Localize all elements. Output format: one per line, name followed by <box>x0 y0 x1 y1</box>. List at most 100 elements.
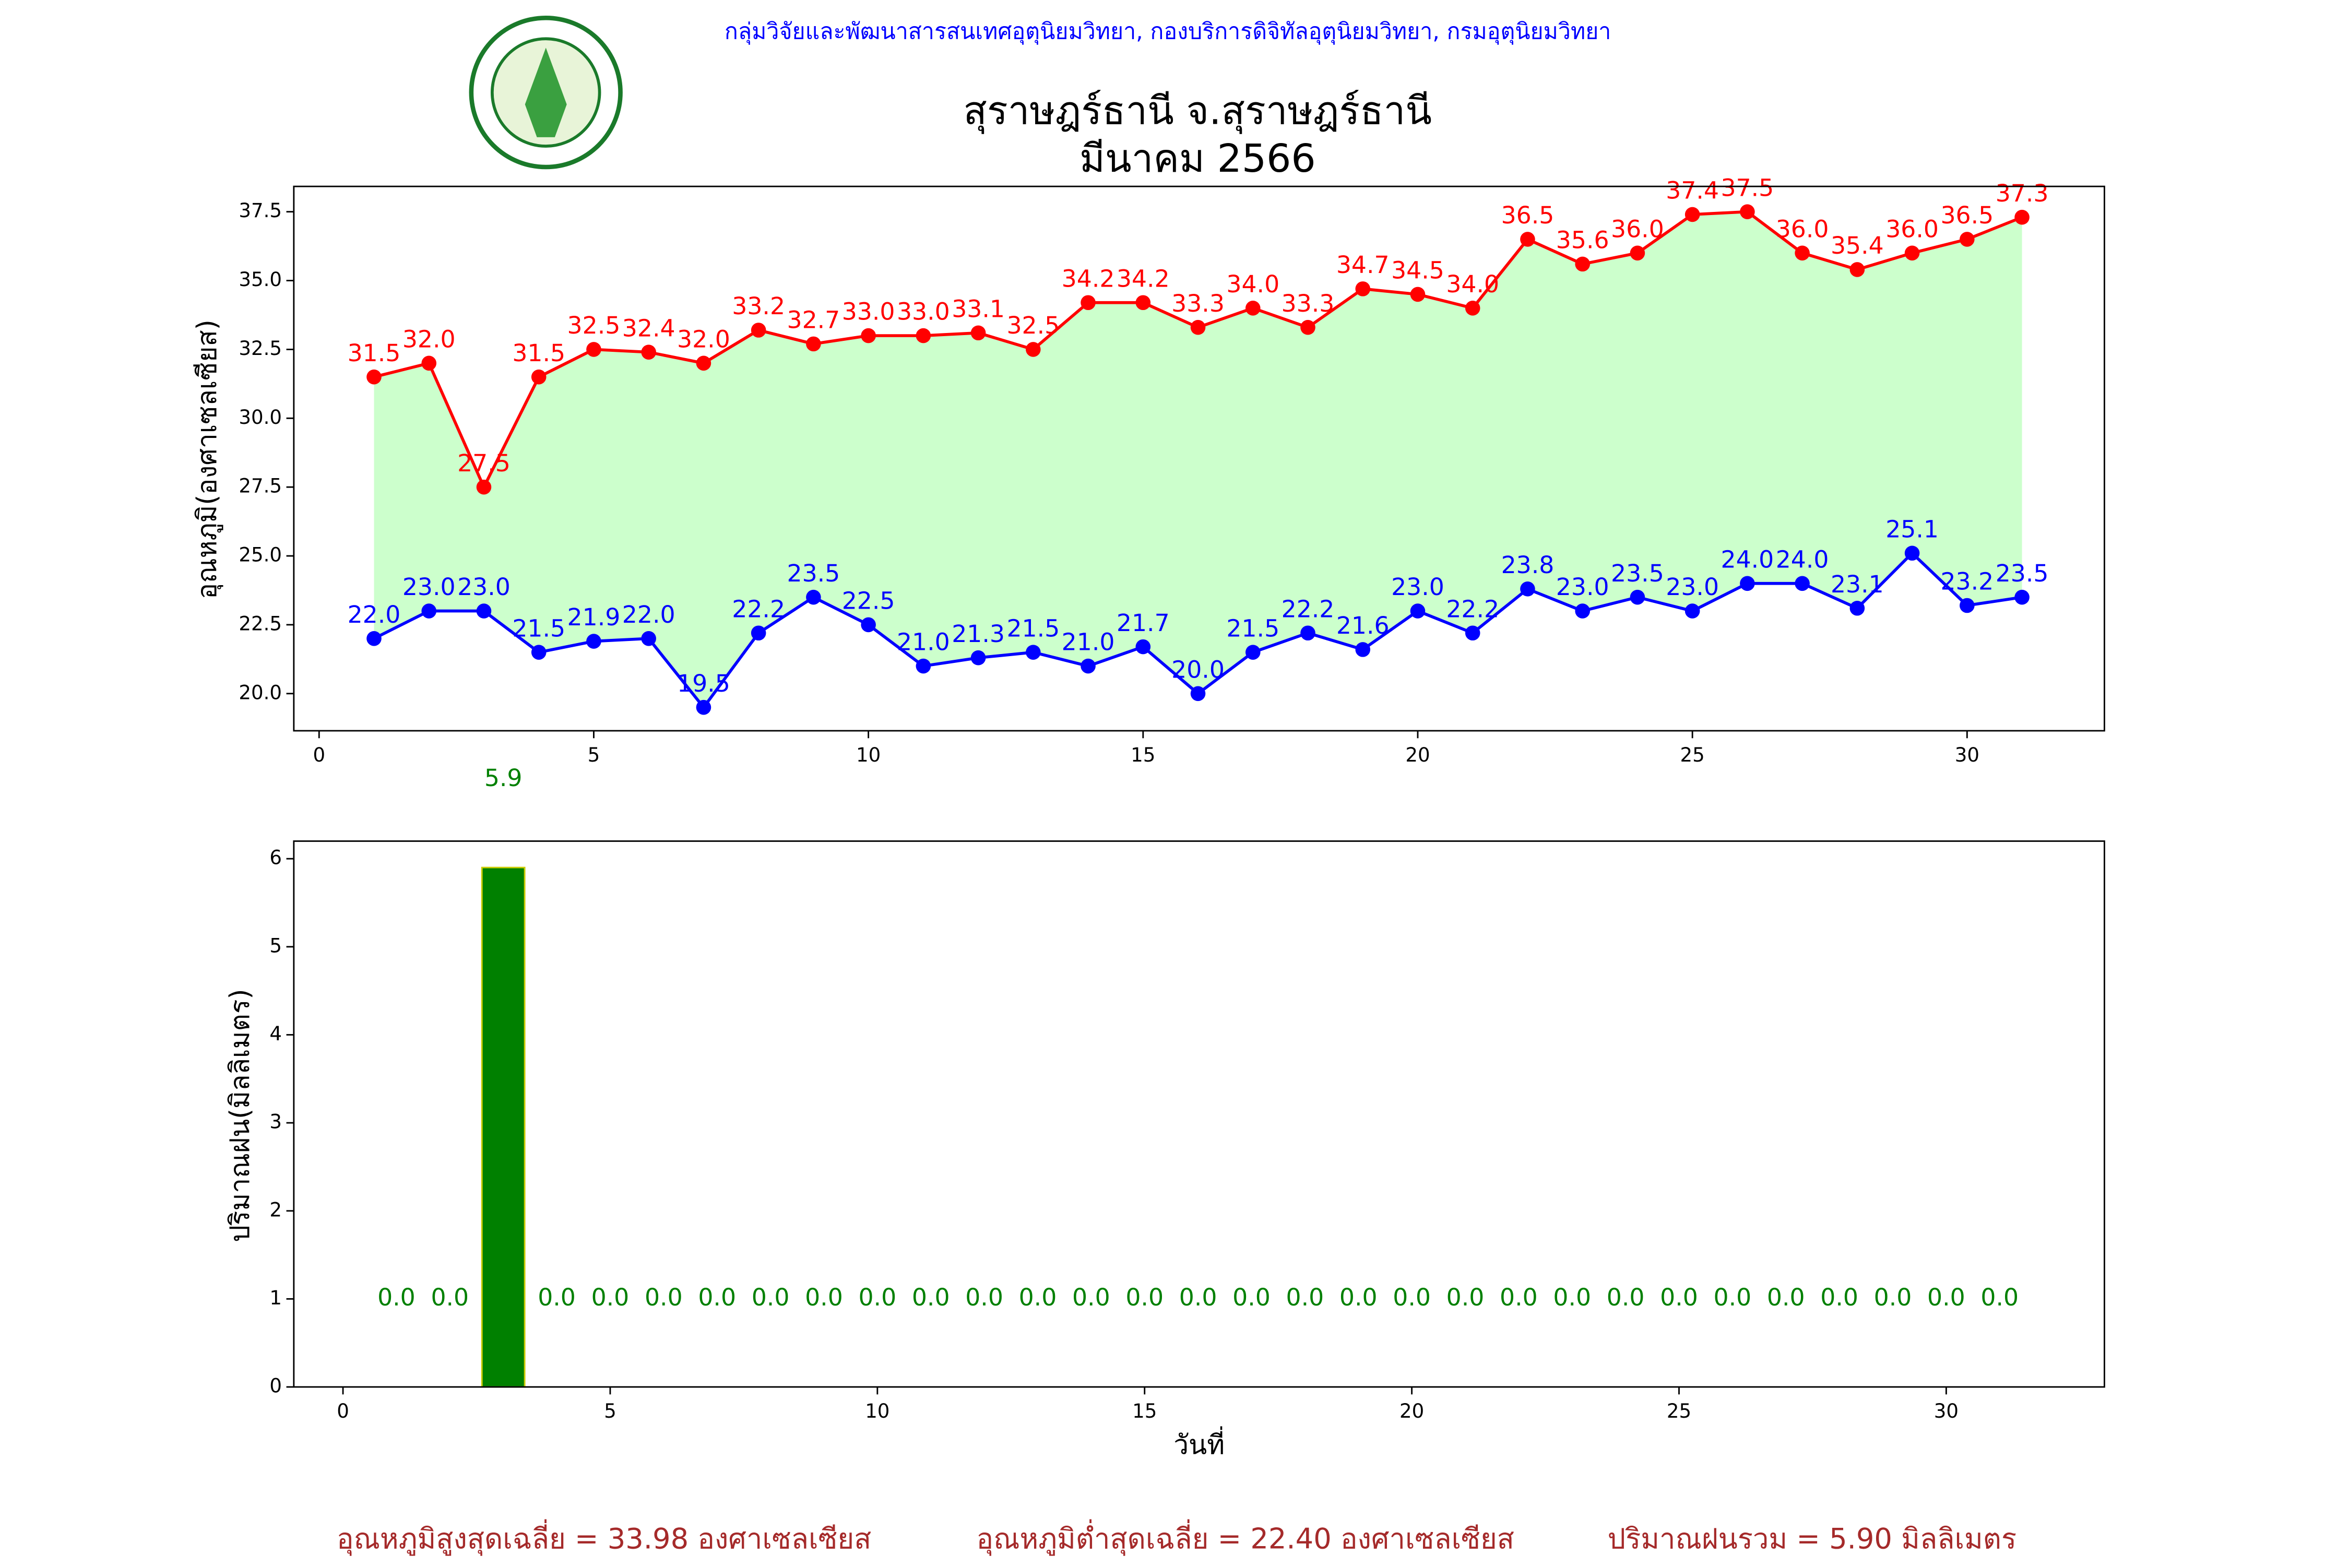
point <box>1190 319 1206 335</box>
point <box>1795 576 1810 591</box>
data-label: 21.5 <box>1226 614 1279 642</box>
footer-text: อุณหภูมิสูงสุดเฉลี่ย = 33.98 องศาเซลเซีย… <box>337 1519 871 1557</box>
data-label: 36.5 <box>1501 201 1555 229</box>
point <box>1300 319 1315 335</box>
point <box>1575 603 1590 619</box>
point <box>1849 262 1865 277</box>
point <box>1630 589 1645 605</box>
data-label: 23.5 <box>787 560 840 587</box>
point <box>1135 639 1151 655</box>
data-label: 0.0 <box>645 1284 683 1311</box>
point <box>1465 301 1480 316</box>
data-label: 0.0 <box>1553 1284 1591 1311</box>
point <box>1245 645 1261 660</box>
data-label: 23.0 <box>457 573 511 601</box>
data-label: 0.0 <box>1607 1284 1645 1311</box>
chart-subtitle: มีนาคม 2566 <box>1079 136 1316 181</box>
y-tick-label: 20.0 <box>239 681 282 704</box>
data-label: 0.0 <box>377 1284 416 1311</box>
x-tick-label: 15 <box>1131 744 1155 766</box>
point <box>1081 295 1096 311</box>
data-label: 36.0 <box>1611 215 1664 243</box>
x-tick-label: 20 <box>1399 1400 1424 1422</box>
data-label: 36.5 <box>1940 201 1994 229</box>
logo-figure <box>525 47 567 137</box>
data-label: 19.5 <box>677 670 730 697</box>
data-label: 22.2 <box>732 595 785 623</box>
point <box>1520 581 1535 597</box>
data-label: 32.4 <box>622 314 675 342</box>
data-label: 21.0 <box>1062 628 1115 656</box>
data-label: 24.0 <box>1776 545 1829 573</box>
point <box>1740 576 1755 591</box>
point <box>1026 342 1041 357</box>
data-label: 36.0 <box>1776 215 1829 243</box>
y-tick-label: 0 <box>269 1375 282 1397</box>
y-tick-label: 2 <box>269 1198 282 1221</box>
data-label: 23.8 <box>1501 551 1555 579</box>
data-label: 21.0 <box>897 628 950 656</box>
data-label: 21.5 <box>512 614 565 642</box>
y-tick-label: 4 <box>269 1023 282 1045</box>
y-tick-label: 22.5 <box>239 612 282 635</box>
data-label: 32.0 <box>677 325 730 353</box>
x-tick-label: 30 <box>1934 1400 1959 1422</box>
point <box>1245 301 1261 316</box>
point <box>916 658 931 674</box>
data-label: 0.0 <box>1393 1284 1431 1311</box>
fill-between <box>374 211 2022 708</box>
point <box>641 631 656 646</box>
data-label: 0.0 <box>1125 1284 1164 1311</box>
y-tick-label: 25.0 <box>239 544 282 566</box>
data-label: 20.0 <box>1171 656 1225 683</box>
data-label: 23.0 <box>1666 573 1719 601</box>
plot-frame <box>293 185 2105 732</box>
data-label: 0.0 <box>1286 1284 1324 1311</box>
data-label: 21.7 <box>1117 609 1170 637</box>
point <box>1849 600 1865 616</box>
point <box>1465 625 1480 641</box>
data-label: 0.0 <box>1232 1284 1271 1311</box>
point <box>861 328 876 343</box>
point <box>531 645 547 660</box>
point <box>1684 603 1700 619</box>
y-tick-label: 30.0 <box>239 406 282 429</box>
header: กลุ่มวิจัยและพัฒนาสารสนเทศอุตุนิยมวิทยา,… <box>725 18 1611 45</box>
point <box>1410 287 1426 302</box>
data-label: 0.0 <box>1019 1284 1057 1311</box>
point <box>366 631 382 646</box>
data-label: 34.2 <box>1062 265 1115 292</box>
point <box>2014 589 2030 605</box>
point <box>476 479 492 495</box>
data-label: 34.0 <box>1226 270 1279 298</box>
x-tick-label: 25 <box>1680 744 1705 766</box>
x-tick-label: 0 <box>337 1400 349 1422</box>
point <box>806 336 821 352</box>
data-label: 0.0 <box>591 1284 630 1311</box>
data-label: 22.2 <box>1446 595 1499 623</box>
data-label: 32.5 <box>1006 312 1060 339</box>
point <box>586 342 601 357</box>
point <box>751 625 766 641</box>
x-tick-label: 10 <box>865 1400 889 1422</box>
data-label: 21.6 <box>1336 612 1390 639</box>
y-tick-label: 35.0 <box>239 268 282 291</box>
x-tick-label: 15 <box>1132 1400 1157 1422</box>
data-label: 33.3 <box>1282 290 1335 317</box>
point <box>970 650 986 666</box>
data-label: 0.0 <box>1072 1284 1110 1311</box>
data-label: 23.5 <box>1996 560 2049 587</box>
point <box>1520 232 1535 247</box>
data-label: 0.0 <box>1500 1284 1538 1311</box>
point <box>1300 625 1315 641</box>
x-tick-label: 10 <box>856 744 881 766</box>
data-label: 25.1 <box>1885 515 1939 543</box>
point <box>806 589 821 605</box>
x-axis-label: วันที่ <box>1173 1426 1225 1460</box>
data-label: 0.0 <box>1660 1284 1698 1311</box>
y-tick-label: 6 <box>269 847 282 869</box>
data-label: 34.7 <box>1336 251 1390 279</box>
data-label: 34.2 <box>1117 265 1170 292</box>
point <box>531 369 547 385</box>
